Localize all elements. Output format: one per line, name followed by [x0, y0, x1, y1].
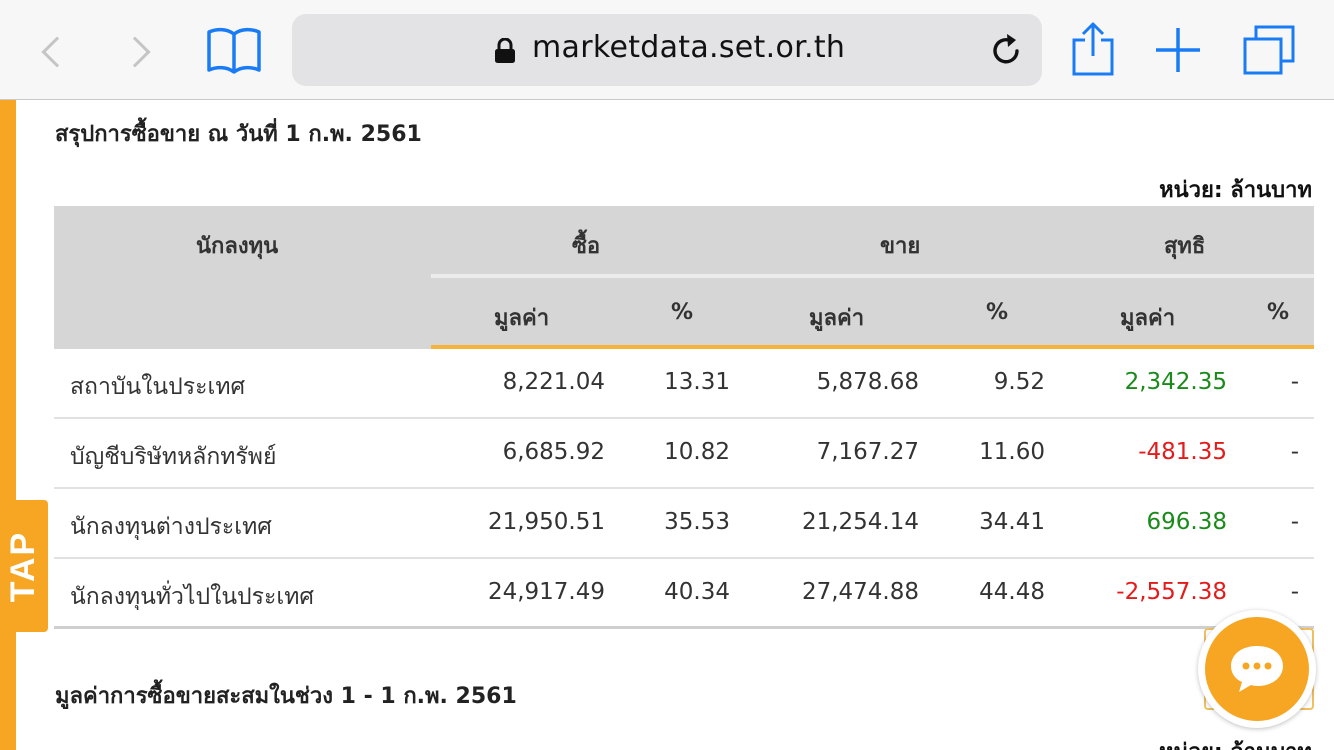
row-buy-percent: 13.31 [664, 369, 730, 395]
bookmarks-icon [207, 27, 261, 74]
row-buy-percent: 40.34 [664, 579, 730, 605]
row-sell-percent: 11.60 [979, 439, 1045, 465]
table-row: สถาบันในประเทศ 8,221.04 13.31 5,878.68 9… [54, 349, 1314, 419]
row-net-value: -2,557.38 [1116, 579, 1227, 605]
row-sell-percent: 9.52 [993, 369, 1045, 395]
row-net-percent: - [1290, 579, 1299, 605]
row-sell-value: 7,167.27 [816, 439, 919, 465]
new-tab-button[interactable] [1154, 26, 1202, 74]
row-net-value: 696.38 [1146, 509, 1227, 535]
row-net-percent: - [1290, 509, 1299, 535]
header-buy-percent: % [671, 300, 694, 325]
header-buy-value: มูลค่า [494, 306, 550, 331]
cumulative-title: มูลค่าการซื้อขายสะสมในช่วง 1 - 1 ก.พ. 25… [55, 684, 517, 709]
row-sell-value: 5,878.68 [816, 369, 919, 395]
header-sell: ขาย [880, 234, 921, 259]
share-button[interactable] [1070, 20, 1116, 76]
tap-tab-label: TAP [4, 530, 43, 602]
browser-toolbar: marketdata.set.or.th [0, 0, 1334, 100]
trading-summary-table: นักลงทุน ซื้อ ขาย สุทธิ มูลค่า % มูลค่า … [54, 206, 1314, 629]
share-icon [1072, 22, 1114, 76]
row-buy-value: 21,950.51 [487, 509, 605, 535]
header-buy: ซื้อ [572, 234, 601, 259]
row-buy-value: 6,685.92 [502, 439, 605, 465]
table-row: บัญชีบริษัทหลักทรัพย์ 6,685.92 10.82 7,1… [54, 419, 1314, 489]
row-buy-percent: 35.53 [664, 509, 730, 535]
row-net-value: 2,342.35 [1124, 369, 1227, 395]
url-text: marketdata.set.or.th [532, 30, 846, 65]
row-sell-value: 21,254.14 [801, 509, 919, 535]
tabs-icon [1243, 25, 1295, 75]
row-sell-value: 27,474.88 [801, 579, 919, 605]
summary-unit-label: หน่วย: ล้านบาท [1159, 178, 1312, 203]
row-sell-percent: 34.41 [979, 509, 1045, 535]
row-net-percent: - [1290, 369, 1299, 395]
cumulative-unit-label: หน่วย: ล้านบาท [1159, 734, 1312, 750]
row-net-value: -481.35 [1138, 439, 1227, 465]
header-sell-percent: % [986, 300, 1009, 325]
side-accent-strip [0, 100, 16, 750]
reload-icon[interactable] [988, 32, 1024, 68]
table-body: สถาบันในประเทศ 8,221.04 13.31 5,878.68 9… [54, 349, 1314, 629]
header-sell-value: มูลค่า [809, 306, 865, 331]
row-buy-percent: 10.82 [664, 439, 730, 465]
lock-icon [495, 38, 515, 63]
address-bar[interactable]: marketdata.set.or.th [292, 14, 1042, 86]
row-investor-name: สถาบันในประเทศ [70, 374, 246, 400]
row-investor-name: บัญชีบริษัทหลักทรัพย์ [70, 444, 277, 470]
header-net-percent: % [1267, 300, 1290, 325]
back-button[interactable] [32, 30, 73, 74]
row-investor-name: นักลงทุนทั่วไปในประเทศ [70, 584, 314, 610]
row-buy-value: 24,917.49 [487, 579, 605, 605]
bookmarks-button[interactable] [206, 26, 262, 76]
forward-button[interactable] [119, 30, 160, 74]
table-row: นักลงทุนทั่วไปในประเทศ 24,917.49 40.34 2… [54, 559, 1314, 629]
new-tab-icon [1156, 28, 1200, 72]
header-investor: นักลงทุน [196, 234, 279, 259]
chat-button[interactable] [1198, 610, 1316, 728]
summary-title: สรุปการซื้อขาย ณ วันที่ 1 ก.พ. 2561 [55, 122, 422, 147]
forward-icon [119, 36, 151, 68]
back-icon [41, 36, 73, 68]
header-net-value: มูลค่า [1120, 306, 1176, 331]
chat-button-inner [1205, 617, 1309, 721]
row-buy-value: 8,221.04 [502, 369, 605, 395]
tabs-button[interactable] [1242, 24, 1296, 76]
row-net-percent: - [1290, 439, 1299, 465]
row-investor-name: นักลงทุนต่างประเทศ [70, 514, 272, 540]
header-accent-line [431, 345, 1314, 349]
chat-bubble-icon [1231, 646, 1283, 692]
tap-side-tab[interactable]: TAP [0, 500, 48, 632]
table-header: นักลงทุน ซื้อ ขาย สุทธิ มูลค่า % มูลค่า … [54, 206, 1314, 349]
header-divider [431, 274, 1314, 278]
table-row: นักลงทุนต่างประเทศ 21,950.51 35.53 21,25… [54, 489, 1314, 559]
row-sell-percent: 44.48 [979, 579, 1045, 605]
header-net: สุทธิ [1164, 234, 1206, 259]
